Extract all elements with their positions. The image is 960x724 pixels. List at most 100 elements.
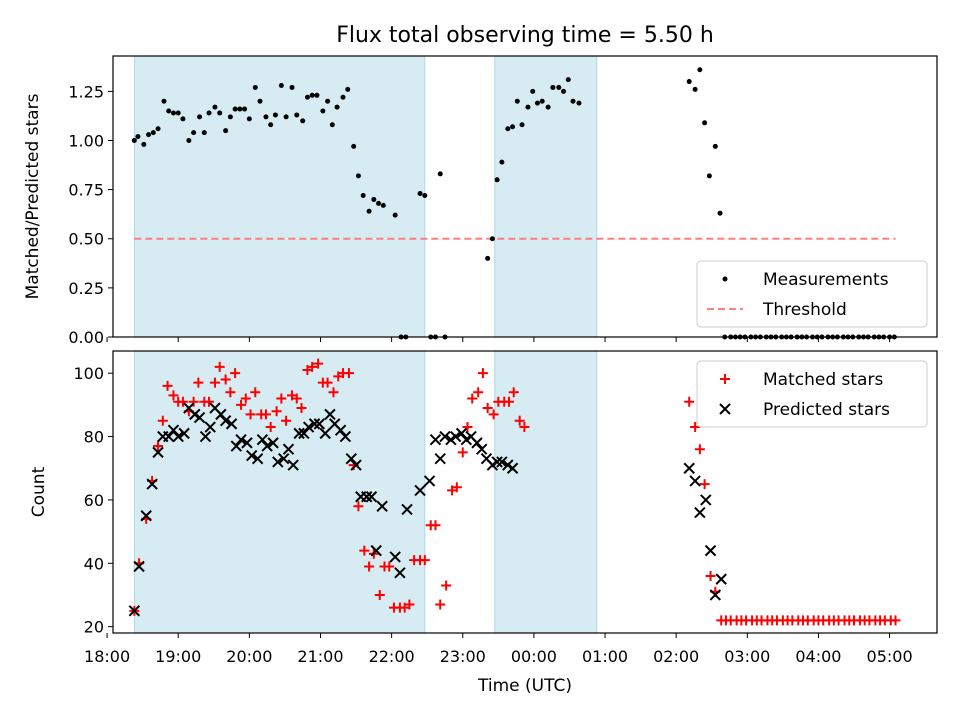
measurement-point <box>223 128 229 134</box>
predicted-stars-point <box>246 449 258 462</box>
matched-stars-point <box>514 415 525 426</box>
matched-stars-point <box>281 415 292 426</box>
predicted-stars-point <box>434 453 446 465</box>
measurement-point <box>325 98 331 104</box>
measurement-point <box>141 141 147 147</box>
measurement-point <box>417 191 423 197</box>
predicted-stars-point <box>128 605 141 617</box>
x-tick-label: 18:00 <box>84 647 130 666</box>
matched-stars-point <box>477 368 488 379</box>
x-tick-label: 19:00 <box>155 647 201 666</box>
matched-stars-point <box>473 387 484 398</box>
matched-stars-point <box>690 422 701 433</box>
legend-entry-label: Matched stars <box>763 370 883 390</box>
predicted-stars-point <box>278 453 290 465</box>
predicted-stars-point <box>389 551 401 563</box>
y-tick-label: 0.00 <box>68 328 104 347</box>
measurement-point <box>499 159 505 165</box>
measurement-point <box>437 171 443 177</box>
matched-stars-point <box>177 396 188 407</box>
measurement-point <box>257 98 263 104</box>
measurement-point <box>170 110 176 116</box>
measurement-point <box>519 122 525 128</box>
axes-frame <box>112 350 938 634</box>
predicted-stars-point <box>423 475 436 487</box>
predicted-stars-point <box>163 430 175 443</box>
measurement-point <box>263 114 269 120</box>
legend-entry-label: Predicted stars <box>763 400 890 420</box>
predicted-stars-point <box>339 430 352 443</box>
matched-stars-point <box>276 393 287 404</box>
matched-stars-point <box>162 380 173 391</box>
matched-stars-point <box>519 422 530 433</box>
x-axis-label: Time (UTC) <box>477 676 572 696</box>
matched-stars-point <box>204 396 215 407</box>
predicted-stars-point <box>689 475 701 487</box>
measurement-point <box>161 98 167 104</box>
predicted-stars-point <box>476 443 488 455</box>
measurement-point <box>351 143 357 149</box>
matched-stars-point <box>467 393 478 404</box>
y-axis-label: Count <box>29 466 49 517</box>
predicted-stars-point <box>298 427 310 440</box>
predicted-stars-point <box>506 462 519 474</box>
predicted-stars-point <box>204 421 216 433</box>
measurement-point <box>150 130 156 136</box>
measurement-point <box>294 112 300 118</box>
predicted-stars-point <box>215 408 227 421</box>
matched-stars-point <box>890 615 901 626</box>
measurement-point <box>530 88 536 94</box>
matched-stars-point <box>265 422 276 433</box>
chart-title: Flux total observing time = 5.50 h <box>336 23 714 48</box>
predicted-stars-point <box>334 424 347 436</box>
predicted-stars-point <box>219 415 232 427</box>
measurement-point <box>304 94 310 100</box>
predicted-stars-point <box>429 434 442 446</box>
measurement-point <box>227 114 233 120</box>
predicted-stars-point <box>230 440 243 452</box>
measurement-point <box>155 126 161 132</box>
measurement-point <box>576 100 582 106</box>
top-panel: 0.00 0.25 0.50 0.75 1.00 1.25 Matched/Predicte… <box>23 55 938 347</box>
measurement-point <box>191 130 197 136</box>
measurement-point <box>570 98 576 104</box>
measurement-point <box>422 193 428 199</box>
legend-entry-label: Measurements <box>763 270 889 290</box>
predicted-stars-point <box>140 510 152 522</box>
observing-interval <box>494 350 598 634</box>
matched-stars-point <box>313 358 324 369</box>
x-tick-label: 21:00 <box>297 647 343 666</box>
y-tick-label: 1.00 <box>68 131 104 150</box>
measurement-point <box>392 212 398 218</box>
predicted-stars-point <box>133 560 145 573</box>
predicted-stars-point <box>261 440 273 452</box>
predicted-stars-point <box>302 421 315 433</box>
predicted-stars-point <box>199 430 212 443</box>
predicted-stars-point <box>324 408 336 421</box>
predicted-stars-point <box>235 434 247 446</box>
predicted-stars-point <box>308 418 321 430</box>
measurement-point <box>355 173 361 179</box>
predicted-stars-point <box>293 427 305 440</box>
measurement-point <box>146 132 152 138</box>
predicted-stars-point <box>394 567 406 579</box>
measurement-point <box>702 120 708 126</box>
measurement-point <box>380 202 386 208</box>
y-tick-label: 80 <box>84 428 104 447</box>
predicted-stars-point <box>455 427 468 440</box>
y-tick-label: 0.50 <box>68 230 104 249</box>
measurement-point <box>525 104 531 110</box>
matched-stars-point <box>291 393 302 404</box>
measurement-point <box>697 67 703 73</box>
y-tick-label: 1.25 <box>68 82 104 101</box>
matched-stars-point <box>271 406 282 417</box>
matched-stars-point <box>353 501 364 512</box>
measurement-point <box>268 122 274 128</box>
predicted-stars-point <box>414 484 426 497</box>
matched-stars-point <box>419 555 430 566</box>
x-tick-label: 20:00 <box>226 647 272 666</box>
measurement-point <box>135 134 141 140</box>
predicted-stars-point <box>683 462 695 474</box>
predicted-stars-point <box>193 411 206 424</box>
